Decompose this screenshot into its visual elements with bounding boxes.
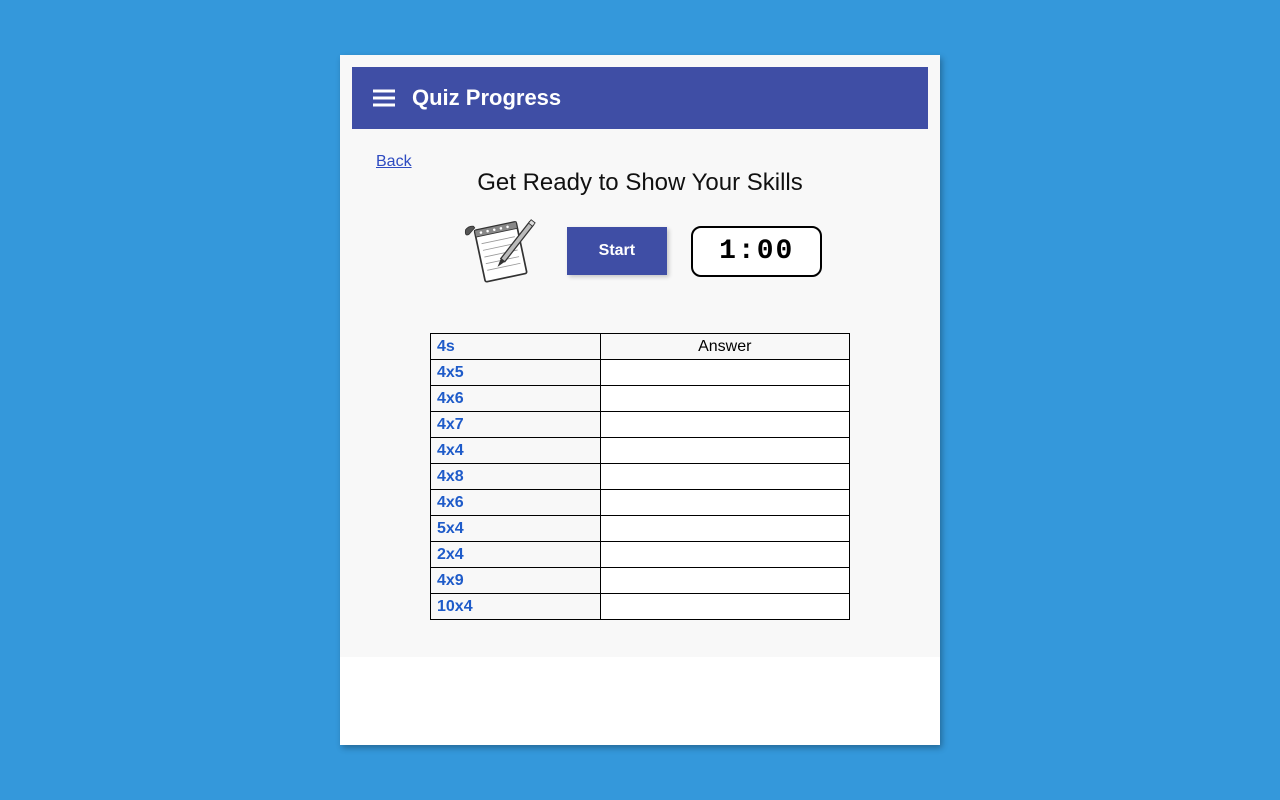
content-area: Back Get Ready to Show Your Skills (352, 129, 928, 620)
answer-cell[interactable] (600, 360, 849, 386)
answer-cell[interactable] (600, 542, 849, 568)
question-cell: 4x8 (431, 464, 601, 490)
answer-cell[interactable] (600, 594, 849, 620)
app-card: Quiz Progress Back Get Ready to Show You… (340, 55, 940, 745)
question-cell: 2x4 (431, 542, 601, 568)
answer-cell[interactable] (600, 386, 849, 412)
table-header-question: 4s (431, 334, 601, 360)
table-row: 4x6 (431, 386, 850, 412)
table-row: 4x4 (431, 438, 850, 464)
question-cell: 4x9 (431, 568, 601, 594)
answer-cell[interactable] (600, 438, 849, 464)
control-row: Start 1:00 (376, 211, 904, 291)
page-subtitle: Get Ready to Show Your Skills (376, 169, 904, 197)
answer-cell[interactable] (600, 568, 849, 594)
answer-cell[interactable] (600, 516, 849, 542)
notepad-pencil-icon (458, 211, 543, 291)
table-row: 4x5 (431, 360, 850, 386)
table-row: 4x7 (431, 412, 850, 438)
back-link[interactable]: Back (376, 153, 412, 171)
table-header-answer: Answer (600, 334, 849, 360)
hamburger-menu-icon[interactable] (370, 84, 398, 112)
question-cell: 4x4 (431, 438, 601, 464)
table-row: 4x6 (431, 490, 850, 516)
table-row: 10x4 (431, 594, 850, 620)
question-cell: 4x6 (431, 490, 601, 516)
table-header-row: 4s Answer (431, 334, 850, 360)
answer-cell[interactable] (600, 490, 849, 516)
header-title: Quiz Progress (412, 85, 561, 111)
table-row: 4x9 (431, 568, 850, 594)
table-row: 4x8 (431, 464, 850, 490)
table-row: 5x4 (431, 516, 850, 542)
question-cell: 4x6 (431, 386, 601, 412)
app-inner: Quiz Progress Back Get Ready to Show You… (340, 55, 940, 657)
table-row: 2x4 (431, 542, 850, 568)
question-cell: 4x5 (431, 360, 601, 386)
question-cell: 5x4 (431, 516, 601, 542)
start-button[interactable]: Start (567, 227, 667, 275)
question-cell: 10x4 (431, 594, 601, 620)
quiz-table: 4s Answer 4x5 4x6 4x7 4x4 (430, 333, 850, 620)
question-cell: 4x7 (431, 412, 601, 438)
answer-cell[interactable] (600, 464, 849, 490)
timer-display: 1:00 (691, 226, 822, 277)
answer-cell[interactable] (600, 412, 849, 438)
app-header: Quiz Progress (352, 67, 928, 129)
